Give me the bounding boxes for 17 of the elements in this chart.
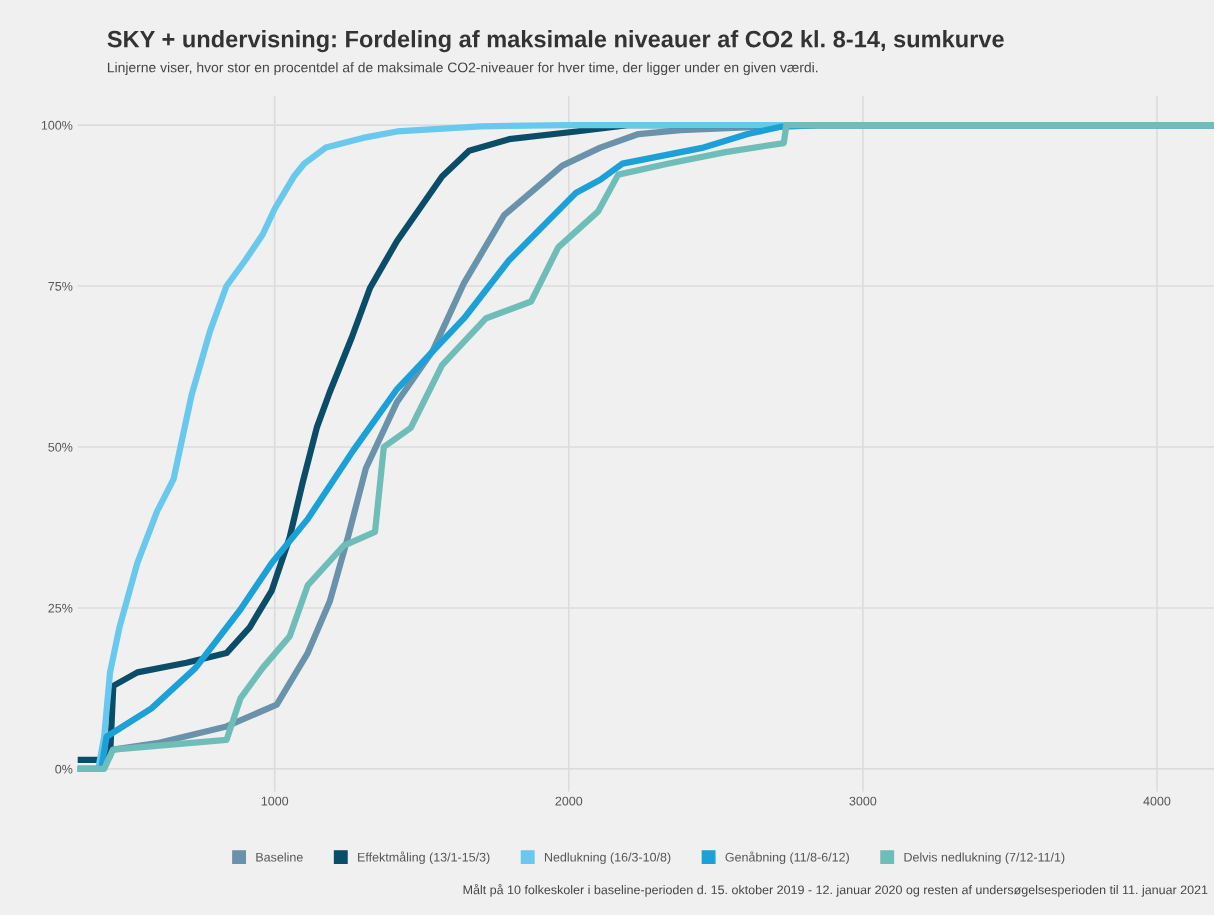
legend-label: Effektmåling (13/1-15/3) (358, 851, 490, 865)
x-tick-label: 4000 (1143, 796, 1171, 806)
legend-label: Baseline (256, 852, 303, 862)
x-tick-label: 3000 (849, 796, 877, 806)
text: Målt på 10 folkeskoler i baseline-perioden d. 15. oktober 2019 - 12. januar 2020 og resten af undersøgelsesperioden til 11. januar 2021 (463, 884, 1208, 897)
y-tick-label: 0% (55, 764, 73, 774)
legend-label: Genåbning (11/8-6/12) (725, 851, 849, 865)
legend-label: Delvis nedlukning (7/12-11/1) (904, 852, 1065, 865)
chart-subtitle: Linjerne viser, hvor stor en procentdel af de maksimale CO2-niveauer for hver time, der ligger under en given værdi. (107, 62, 818, 76)
y-tick-label: 25% (48, 603, 73, 613)
x-tick-label: 2000 (555, 796, 583, 806)
y-tick-label: 75% (48, 281, 73, 291)
y-tick-label: 50% (48, 442, 73, 452)
x-tick-label: 1000 (261, 796, 289, 806)
chart-title: SKY + undervisning: Fordeling af maksimale niveauer af CO2 kl. 8-14, sumkurve (107, 30, 1004, 53)
y-tick-label: 100% (41, 120, 73, 130)
legend-label: Nedlukning (16/3-10/8) (544, 852, 671, 865)
